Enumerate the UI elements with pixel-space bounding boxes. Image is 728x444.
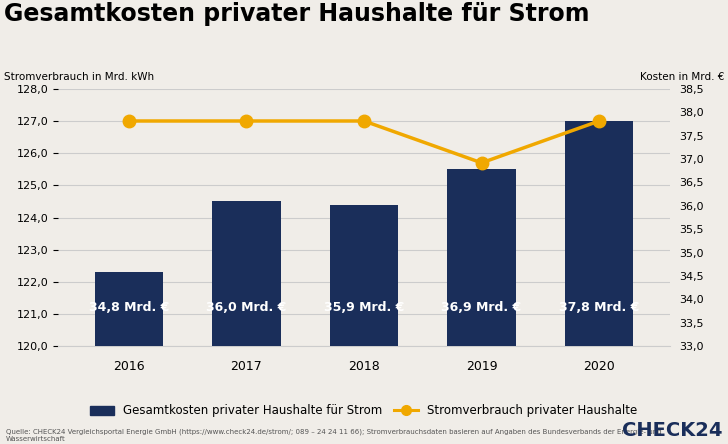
Bar (448, 169, 515, 444)
Legend: Gesamtkosten privater Haushalte für Strom, Stromverbrauch privater Haushalte: Gesamtkosten privater Haushalte für Stro… (84, 399, 644, 424)
Text: 36,9 Mrd. €: 36,9 Mrd. € (441, 301, 522, 314)
Bar (330, 205, 398, 444)
Text: Gesamtkosten privater Haushalte für Strom: Gesamtkosten privater Haushalte für Stro… (4, 2, 589, 26)
Text: 35,9 Mrd. €: 35,9 Mrd. € (324, 301, 404, 314)
Text: 36,0 Mrd. €: 36,0 Mrd. € (206, 301, 287, 314)
Text: Kosten in Mrd. €: Kosten in Mrd. € (640, 72, 724, 82)
Bar (213, 202, 280, 444)
Text: Stromverbrauch in Mrd. kWh: Stromverbrauch in Mrd. kWh (4, 72, 154, 82)
Text: CHECK24: CHECK24 (622, 420, 722, 440)
Text: 34,8 Mrd. €: 34,8 Mrd. € (89, 301, 169, 314)
Bar (565, 121, 633, 444)
Text: 37,8 Mrd. €: 37,8 Mrd. € (559, 301, 639, 314)
Text: Quelle: CHECK24 Vergleichsportal Energie GmbH (https://www.check24.de/strom/; 08: Quelle: CHECK24 Vergleichsportal Energie… (6, 428, 662, 442)
Bar (95, 272, 163, 444)
